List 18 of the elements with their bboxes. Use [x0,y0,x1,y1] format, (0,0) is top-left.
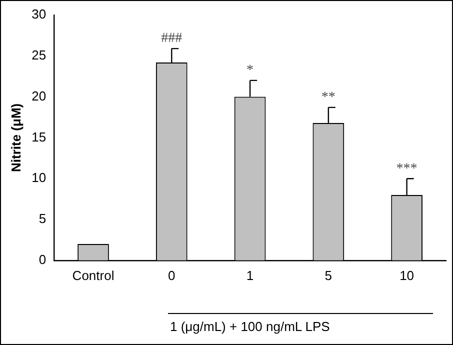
x-tick-label: Control [72,268,114,283]
text: 1 (μg/mL) + 100 ng/mL LPS [170,319,330,334]
y-tick-label: 10 [32,170,46,186]
annotation: ** [321,90,336,106]
y-tick-label: 30 [32,6,46,22]
y-tick-label: 15 [32,129,46,144]
y-axis-title: Nitrite (μM) [8,103,24,172]
y-tick-label: 5 [38,211,46,226]
y-tick-label: 20 [32,88,46,104]
x-tick-label: 10 [400,268,414,283]
annotation: ### [161,31,182,46]
y-tick-label: 0 [38,252,46,267]
x-tick-label: 1 [246,268,254,283]
y-tick-label: 25 [32,47,46,62]
annotation: *** [396,161,418,176]
x-tick-label: 5 [324,268,332,283]
annotation: * [246,63,254,78]
x-tick-label: 0 [168,268,176,283]
